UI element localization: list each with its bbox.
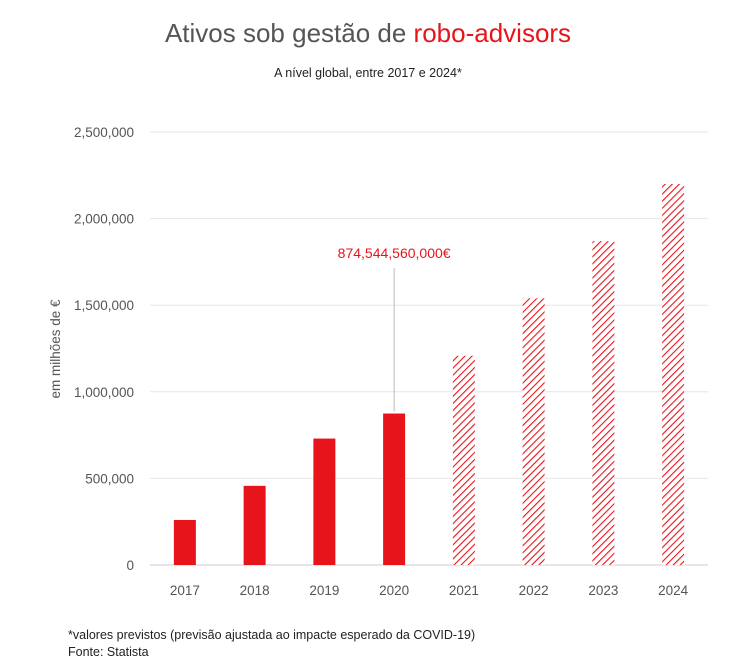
bar-forecast (662, 183, 685, 565)
bar-actual (173, 519, 196, 565)
x-tick-label: 2020 (379, 583, 409, 598)
x-tick-label: 2024 (658, 583, 689, 598)
x-tick-label: 2021 (449, 583, 479, 598)
y-tick-label: 500,000 (85, 471, 134, 486)
y-tick-label: 0 (126, 558, 134, 573)
annotation: 874,544,560,000€ (338, 245, 451, 412)
bar-forecast (522, 298, 545, 565)
y-tick-label: 2,000,000 (74, 212, 134, 227)
grid-lines (150, 131, 708, 566)
x-tick-label: 2017 (170, 583, 200, 598)
title-prefix: Ativos sob gestão de (164, 18, 414, 48)
bar-actual (243, 485, 266, 565)
x-axis-ticks: 2017 2018 2019 2020 2021 2022 2023 2024 (170, 583, 689, 598)
y-axis-ticks: 0 500,000 1,000,000 1,500,000 2,000,000 2,500… (74, 125, 134, 573)
x-tick-label: 2023 (588, 583, 618, 598)
bar-forecast (452, 355, 475, 565)
x-tick-label: 2019 (309, 583, 339, 598)
title-accent: robo-advisors (413, 18, 572, 48)
bar-forecast (592, 241, 615, 565)
chart-title: Ativos sob gestão de robo-advisors (0, 18, 736, 49)
y-tick-label: 2,500,000 (74, 125, 134, 140)
x-tick-label: 2022 (519, 583, 549, 598)
footnote: *valores previstos (previsão ajustada ao… (68, 628, 476, 642)
chart-subtitle: A nível global, entre 2017 e 2024* (274, 66, 462, 80)
bar-actual (383, 413, 406, 565)
bar-actual (313, 438, 336, 565)
y-tick-label: 1,500,000 (74, 298, 134, 313)
annotation-label: 874,544,560,000€ (338, 245, 451, 261)
source-note: Fonte: Statista (68, 645, 149, 659)
y-tick-label: 1,000,000 (74, 385, 134, 400)
y-axis-label: em milhões de € (48, 299, 63, 399)
bars (173, 183, 685, 565)
x-tick-label: 2018 (240, 583, 270, 598)
